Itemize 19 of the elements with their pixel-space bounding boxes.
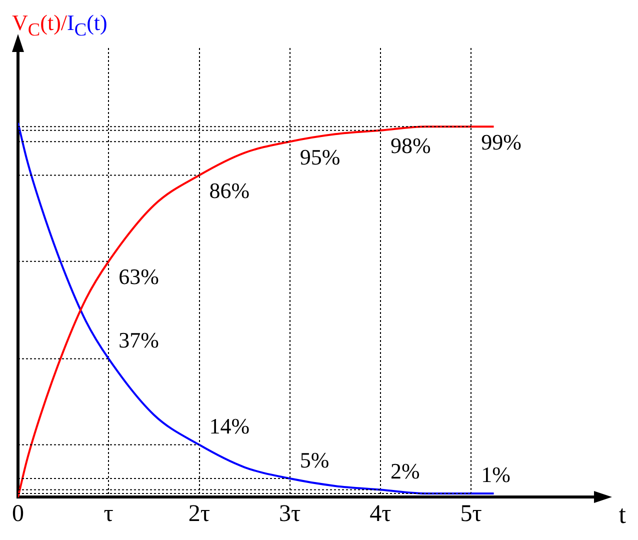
x-tick-label: τ	[104, 500, 114, 527]
x-tick-label: 2τ	[188, 500, 210, 527]
x-tick-label: 3τ	[279, 500, 302, 527]
data-label: 95%	[300, 144, 340, 170]
data-label: 14%	[209, 414, 250, 439]
data-label: 1%	[481, 462, 510, 488]
text: V$_{C}$(t)/	[12, 10, 68, 40]
data-label: 63%	[118, 264, 159, 290]
data-label: 2%	[390, 458, 420, 484]
data-label: 99%	[481, 129, 522, 154]
x-tick-label: 0	[12, 500, 24, 527]
x-axis-title: t	[618, 500, 626, 530]
text: I$_{C}$(t)	[67, 10, 108, 40]
data-label: 37%	[118, 327, 159, 352]
data-label: 98%	[390, 133, 431, 158]
data-label: 86%	[209, 178, 250, 204]
data-label: 5%	[300, 447, 330, 472]
x-tick-label: 4τ	[370, 500, 392, 527]
x-tick-label: 5τ	[460, 500, 482, 527]
